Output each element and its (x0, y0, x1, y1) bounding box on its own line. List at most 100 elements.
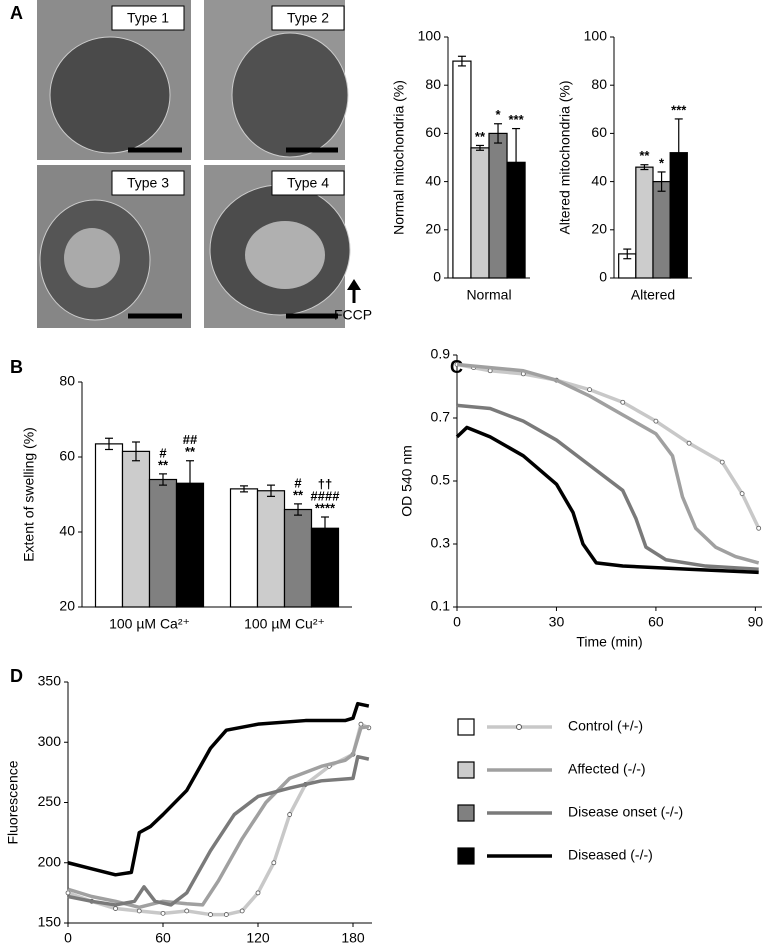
y-tick-label: 60 (591, 124, 607, 140)
x-tick-label: 100 µM Cu²⁺ (244, 616, 325, 632)
bar (452, 60, 472, 279)
y-tick-label: 300 (38, 733, 62, 749)
y-tick-label: 60 (59, 448, 75, 464)
significance-label: ** (639, 148, 650, 163)
legend-swatch (457, 718, 475, 736)
significance-label: *** (508, 112, 524, 127)
significance-label: # (159, 445, 167, 460)
legend-swatch (457, 847, 475, 865)
significance-label: #### (311, 488, 341, 503)
y-tick-label: 0 (599, 269, 607, 285)
y-tick-label: 60 (425, 124, 441, 140)
bar (652, 181, 671, 279)
y-tick-label: 40 (591, 172, 607, 188)
line (67, 754, 370, 907)
line (456, 403, 759, 571)
mitochondrion (64, 228, 120, 288)
x-tick-label: 120 (246, 930, 270, 946)
micrograph-label: Type 1 (127, 10, 169, 26)
marker (223, 912, 229, 917)
error-bar (494, 123, 503, 144)
error-bar (132, 441, 140, 462)
marker (719, 459, 725, 465)
x-tick-label: 100 µM Ca²⁺ (109, 616, 190, 632)
significance-label: ** (475, 129, 486, 144)
significance-label: ** (158, 457, 169, 472)
line (456, 362, 760, 565)
micrographs (37, 0, 351, 328)
marker (620, 399, 626, 405)
legend-label: Disease onset (-/-) (568, 804, 683, 820)
y-tick-label: 0.3 (431, 535, 451, 551)
legend-label: Affected (-/-) (568, 761, 646, 777)
bar (94, 443, 124, 608)
y-tick-label: 0.7 (431, 409, 451, 425)
panel-letter: D (10, 666, 23, 686)
line (67, 722, 370, 917)
y-axis-label: Fluorescence (5, 760, 21, 844)
y-tick-label: 20 (425, 221, 441, 237)
significance-label: ## (183, 432, 198, 447)
marker (756, 525, 762, 531)
marker (271, 860, 277, 866)
y-axis-label: Normal mitochondria (%) (391, 80, 407, 235)
marker (208, 912, 213, 917)
x-axis-label: Time (min) (576, 634, 642, 650)
label-box (271, 170, 345, 196)
significance-label: * (495, 107, 501, 122)
y-axis-label: Altered mitochondria (%) (557, 80, 573, 234)
significance-label: * (659, 155, 665, 170)
mitochondrion (231, 32, 349, 158)
bar (635, 166, 654, 279)
marker (686, 440, 692, 446)
bar (229, 488, 259, 608)
error-bar (512, 127, 521, 197)
significance-label: *** (671, 102, 687, 117)
legend-swatch (457, 761, 475, 779)
y-tick-label: 80 (591, 76, 607, 92)
panel-letter: B (10, 357, 23, 377)
y-tick-label: 20 (59, 598, 75, 614)
error-bar (623, 248, 632, 260)
arrow-head (347, 279, 361, 290)
marker (358, 721, 364, 727)
y-tick-label: 20 (591, 221, 607, 237)
x-tick-label: Normal (466, 287, 511, 303)
error-bar (475, 144, 484, 151)
y-tick-label: 100 (584, 28, 608, 44)
y-tick-label: 0.9 (431, 346, 451, 362)
error-bar (240, 485, 248, 493)
bar (256, 490, 286, 608)
error-bar (159, 473, 167, 486)
panel-letter: A (10, 3, 23, 23)
legend-swatch (457, 804, 475, 822)
x-tick-label: 180 (341, 930, 365, 946)
error-bar (186, 460, 194, 507)
micrograph-label: Type 2 (287, 10, 329, 26)
significance-label: **** (315, 500, 336, 515)
line (67, 701, 370, 877)
marker (653, 418, 659, 424)
x-tick-label: 60 (648, 614, 664, 630)
error-bar (294, 503, 302, 516)
y-axis-label: Extent of swelling (%) (21, 427, 37, 562)
marker (160, 910, 166, 916)
error-bar (674, 118, 683, 188)
y-axis-label: OD 540 nm (399, 445, 415, 517)
significance-label: # (294, 475, 302, 490)
marker (184, 908, 190, 914)
line (67, 724, 370, 910)
line (456, 362, 761, 530)
x-tick-label: 0 (64, 930, 72, 946)
marker (739, 491, 745, 497)
line (455, 425, 759, 575)
error-bar (457, 55, 466, 67)
label-box (271, 5, 345, 31)
y-tick-label: 350 (38, 673, 62, 689)
marker (239, 908, 245, 914)
y-tick-label: 150 (38, 914, 62, 930)
bar (121, 450, 151, 608)
bar (470, 147, 490, 279)
significance-label: ** (293, 487, 304, 502)
